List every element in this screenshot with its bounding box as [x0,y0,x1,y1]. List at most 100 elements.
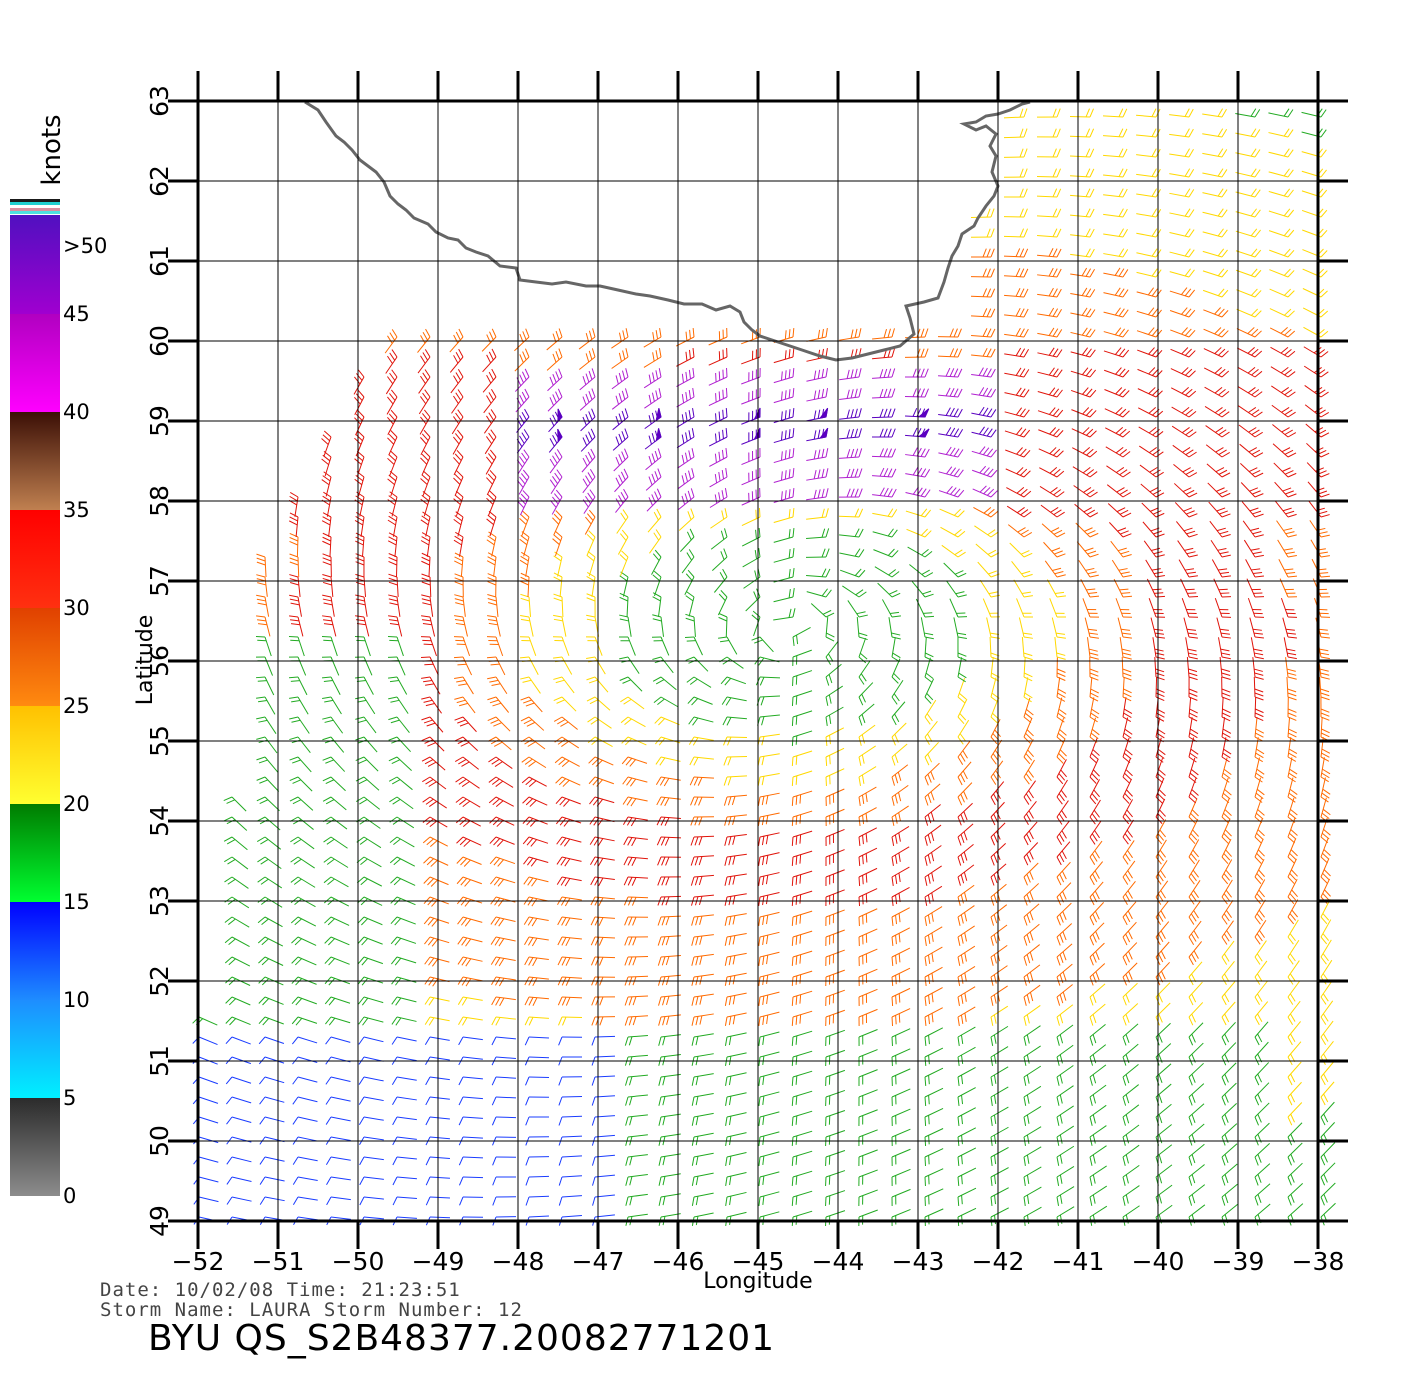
wind-barb [1188,1204,1206,1226]
wind-barb [558,1095,583,1106]
wind-barb [388,594,401,617]
wind-barb [325,1116,351,1125]
wind-barb [355,736,378,753]
lat-tick-label: 63 [145,85,174,117]
colorbar-tick-label: 10 [63,988,90,1012]
wind-barb [1155,819,1167,845]
wind-barb [858,988,878,1007]
wind-barb [1056,1105,1074,1126]
wind-barb [825,1029,846,1047]
wind-barb [325,1016,351,1026]
wind-barb [1107,503,1132,518]
wind-barb [623,836,648,847]
wind-barb [355,553,365,578]
wind-barb [257,936,284,947]
wind-barb [553,551,563,577]
wind-barb [990,1126,1009,1146]
wind-barb [1089,1024,1106,1046]
wind-barb [806,368,828,382]
wind-barb [773,347,795,364]
wind-barb [1089,1003,1106,1026]
wind-barb [1302,268,1328,278]
wind-barb [324,956,350,966]
wind-barb [613,448,629,472]
wind-barb [1169,168,1195,178]
wind-barb [1235,128,1261,138]
wind-barb [625,1173,648,1186]
wind-barb [891,743,908,766]
wind-barb [806,488,829,501]
wind-barb [591,1035,616,1046]
wind-barb [858,724,876,746]
colorbar-tick-label: 35 [63,498,90,522]
wind-barb [1105,427,1131,438]
wind-barb [226,1196,252,1205]
wind-barb [1254,858,1265,885]
wind-barb [1183,617,1198,639]
wind-barb [1089,697,1100,723]
wind-barb [679,528,695,552]
wind-barb [1023,923,1040,946]
wind-barb [1103,148,1128,158]
wind-barb [592,1194,615,1206]
wind-barb [723,775,747,786]
wind-barb [482,348,497,373]
wind-barb [1038,447,1064,458]
wind-barb [289,796,314,811]
lon-tick-label: −51 [252,1247,305,1276]
wind-barb [325,1156,351,1165]
wind-barb [905,447,930,458]
wind-barb [1089,1064,1107,1086]
wind-barb [1136,108,1161,118]
wind-barb [1005,447,1031,458]
wind-barb [1136,307,1162,318]
wind-barb [957,1127,977,1147]
wind-barb [1243,539,1264,558]
wind-barb [684,636,703,656]
wind-barb [1208,501,1231,518]
wind-barb [586,656,606,675]
wind-barb [487,696,510,713]
wind-barb [1181,598,1199,618]
wind-barb [710,508,728,529]
wind-barb [483,388,497,414]
wind-barb [1309,520,1330,538]
wind-barb [519,531,530,557]
wind-barb [949,598,968,618]
wind-barb [649,529,662,554]
wind-barb [485,449,497,475]
wind-barb [1076,541,1099,558]
wind-barb [1301,128,1327,138]
wind-barb [1023,842,1039,866]
wind-barb [905,427,930,438]
colorbar-tick-label: 45 [63,302,90,326]
wind-barb [691,1092,714,1106]
wind-barb [586,530,596,556]
wind-barb [1023,1065,1042,1086]
wind-barb [391,1016,417,1026]
wind-barb [891,1128,911,1147]
wind-barb [292,1096,318,1105]
wind-barb [791,790,813,807]
wind-barb [791,950,813,967]
wind-barb [1188,941,1202,966]
wind-barb [1221,1021,1236,1046]
wind-barb [1089,717,1100,743]
wind-barb [1136,208,1162,218]
wind-barb [1302,288,1328,298]
wind-barb [1188,697,1198,722]
wind-barb [423,856,449,867]
wind-barb [1122,1063,1139,1086]
wind-barb [970,208,995,219]
wind-barb [1271,385,1296,398]
colorbar-cap-stripe [10,208,60,211]
wind-barb [323,836,348,849]
wind-barb [525,1175,550,1186]
wind-barb [943,562,967,578]
wind-barb [725,1191,747,1206]
wind-barb [1271,404,1296,418]
wind-barb [225,996,251,1006]
wind-barb [1023,1186,1042,1206]
wind-barb [1089,1185,1108,1206]
wind-barb [516,429,530,454]
